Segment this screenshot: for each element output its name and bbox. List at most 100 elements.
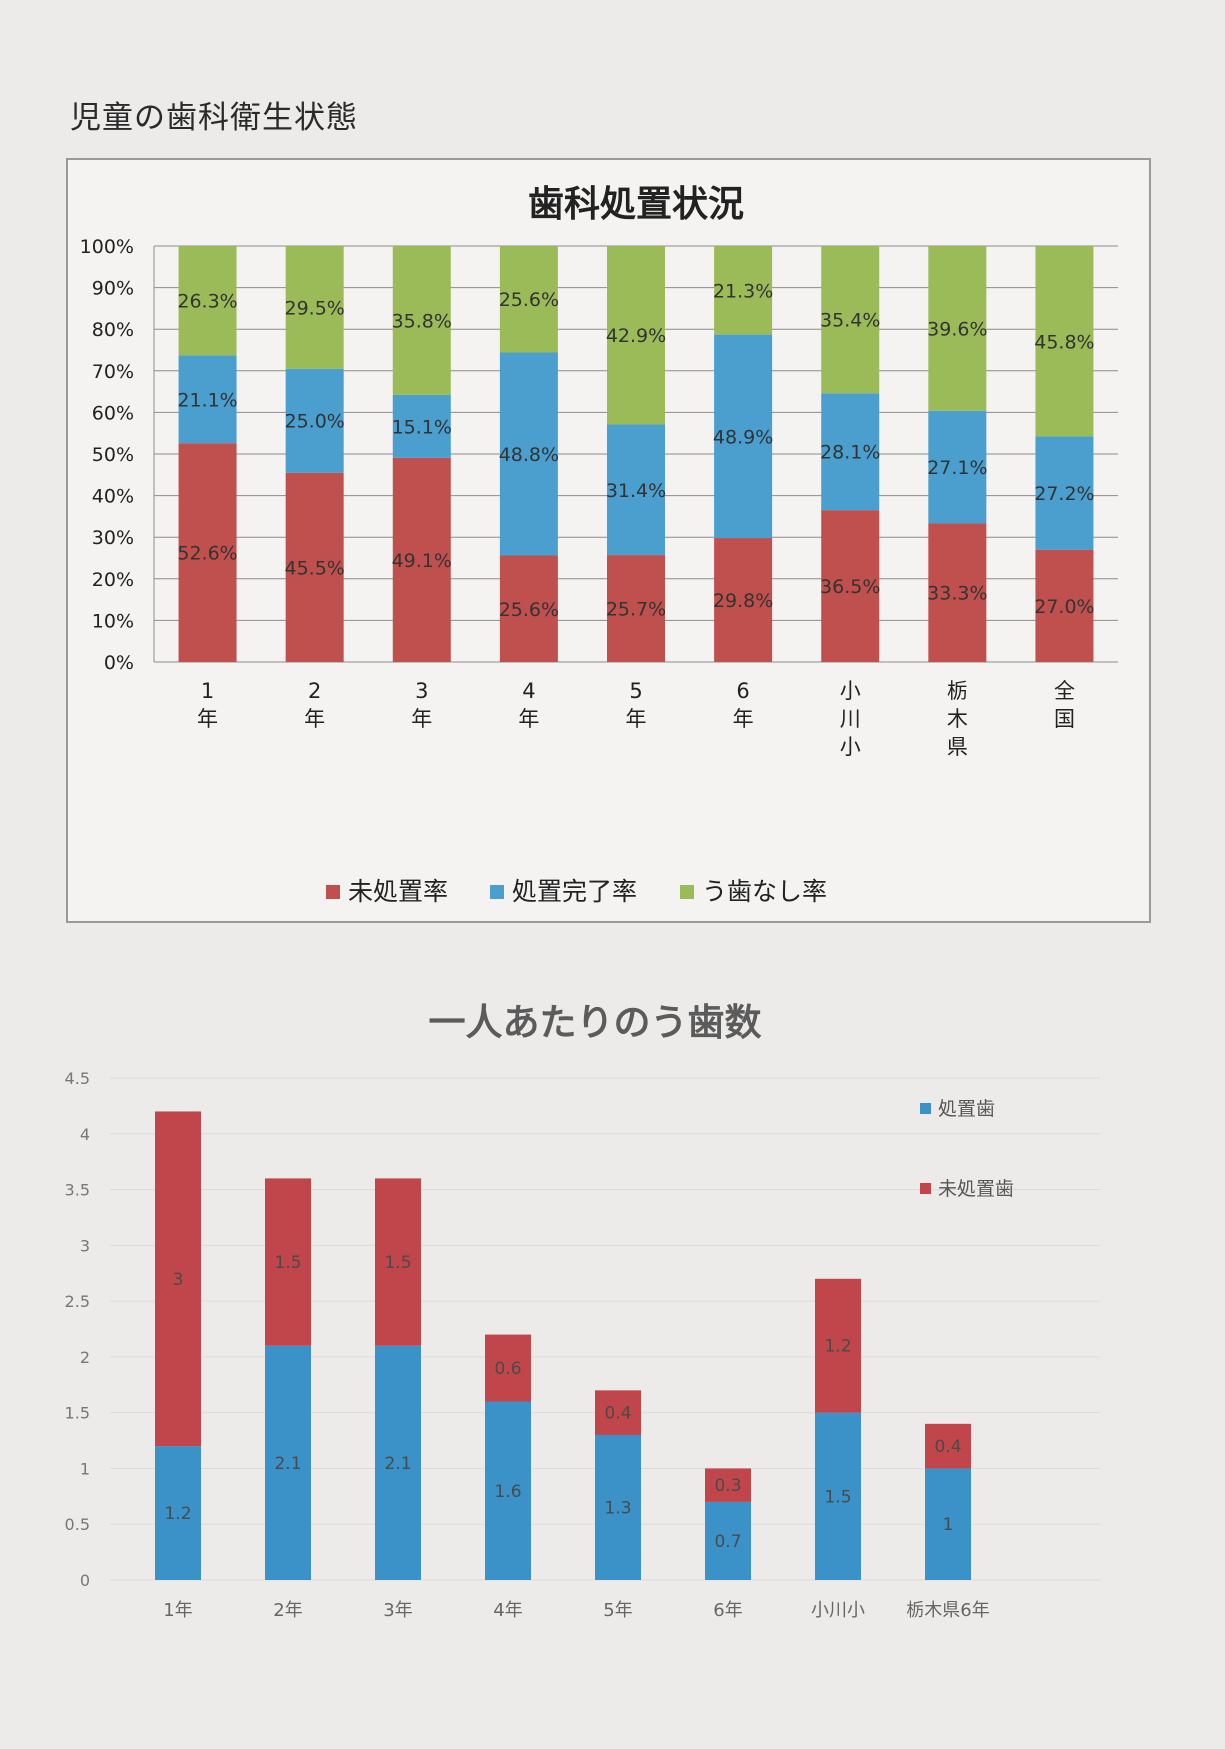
chart2-data-label: 0.3 — [714, 1476, 741, 1496]
chart1-x-tick-line: 年 — [733, 707, 754, 731]
chart2-data-label: 1.2 — [824, 1337, 851, 1357]
chart1-data-label: 45.5% — [284, 557, 344, 579]
chart2-data-label: 0.6 — [494, 1359, 521, 1379]
chart1-data-label: 27.1% — [927, 457, 987, 479]
chart1-bar-segment — [392, 457, 451, 662]
chart2-bar-segment — [485, 1334, 531, 1402]
chart2-x-tick-label: 1年 — [163, 1600, 192, 1621]
chart2-data-label: 0.4 — [934, 1437, 961, 1457]
chart1-bar-segment — [714, 334, 773, 539]
chart2-bar-segment — [705, 1468, 751, 1502]
chart2-legend-label: 未処置歯 — [938, 1178, 1014, 1200]
chart1-bar-segment — [714, 246, 773, 335]
chart2-bar-segment — [815, 1412, 861, 1580]
chart1-bar-segment — [928, 410, 987, 524]
chart1-x-tick-line: 年 — [626, 707, 647, 731]
chart1-y-tick-label: 70% — [92, 361, 134, 383]
chart1-data-label: 35.8% — [392, 310, 452, 332]
chart1-data-label: 36.5% — [820, 576, 880, 598]
chart1-bar-segment — [178, 443, 237, 662]
chart1-bar-segment — [821, 510, 880, 662]
chart2-x-tick-label: 4年 — [493, 1600, 522, 1621]
chart2-bar-segment — [925, 1468, 971, 1580]
chart1-y-tick-label: 0% — [104, 652, 134, 674]
chart1-x-tick-line: 木 — [947, 707, 968, 731]
chart1-data-label: 35.4% — [820, 310, 880, 332]
chart1-y-tick-label: 80% — [92, 319, 134, 341]
chart1-y-tick-label: 10% — [92, 610, 134, 632]
chart1-bar-segment — [928, 523, 987, 662]
chart2-bar-segment — [815, 1278, 861, 1413]
chart2-bar-segment — [375, 1345, 421, 1580]
chart2-y-tick-label: 0 — [80, 1571, 90, 1590]
chart2-data-label: 1.6 — [494, 1482, 521, 1502]
chart2-y-tick-label: 4 — [80, 1125, 90, 1144]
chart2-y-tick-label: 2.5 — [65, 1292, 90, 1311]
chart2-y-tick-label: 3.5 — [65, 1181, 90, 1200]
chart1-x-tick-line: 1 — [201, 679, 214, 703]
chart1-legend-swatch — [680, 885, 694, 899]
chart2-bar-segment — [155, 1446, 201, 1580]
chart1-x-tick-line: 年 — [518, 707, 539, 731]
chart1-bar-segment — [607, 555, 665, 662]
chart1-bar-segment — [285, 472, 344, 662]
chart2-bar-segment — [265, 1345, 311, 1580]
chart1-legend-swatch — [326, 885, 340, 899]
chart1-bar-segment — [499, 555, 558, 662]
chart1-data-label: 29.5% — [284, 297, 344, 319]
chart2-y-tick-label: 0.5 — [65, 1515, 90, 1534]
chart1-data-label: 25.6% — [499, 289, 559, 311]
chart2-data-label: 0.7 — [714, 1532, 741, 1552]
chart2-y-tick-label: 3 — [80, 1236, 90, 1255]
chart1-y-tick-label: 90% — [92, 278, 134, 300]
chart1-bar-segment — [821, 246, 880, 394]
chart2-x-tick-label: 小川小 — [811, 1600, 865, 1621]
chart1-legend-label: 処置完了率 — [512, 877, 637, 906]
chart1-x-tick-line: 国 — [1054, 707, 1075, 731]
chart1-x-tick-line: 年 — [197, 707, 218, 731]
caries-per-child-chart: 一人あたりのう歯数 0 0.5 1 1.5 2 2.5 3 3.5 4 4.5 1.2 3 1年 2.1 1.… — [60, 960, 1140, 1680]
chart1-bar-segment — [714, 538, 773, 662]
chart1-data-label: 21.1% — [177, 389, 237, 411]
chart2-bar-segment — [595, 1390, 641, 1435]
chart2-data-label: 1.5 — [274, 1253, 301, 1273]
chart2-data-label: 2.1 — [384, 1454, 411, 1474]
chart2-data-label: 1.5 — [384, 1253, 411, 1273]
chart2-bar-segment — [155, 1111, 201, 1447]
chart1-bar-segment — [821, 393, 880, 511]
chart1-data-label: 28.1% — [820, 442, 880, 464]
chart1-y-tick-label: 20% — [92, 569, 134, 591]
chart2-x-tick-label: 栃木県6年 — [906, 1600, 989, 1621]
chart2-data-label: 2.1 — [274, 1454, 301, 1474]
chart2-data-label: 1.5 — [824, 1487, 851, 1507]
chart1-data-label: 15.1% — [392, 416, 452, 438]
chart2-bar-segment — [265, 1178, 311, 1346]
chart1-bar-segment — [178, 355, 237, 444]
chart2-data-label: 0.4 — [604, 1404, 631, 1424]
chart1-x-tick-line: 5 — [629, 679, 642, 703]
chart1-bar-segment — [178, 246, 237, 356]
chart2-bar-segment — [485, 1401, 531, 1580]
chart1-x-tick-line: 川 — [840, 707, 861, 731]
chart2-legend-label: 処置歯 — [938, 1098, 995, 1120]
chart2-bar-segment — [705, 1501, 751, 1580]
chart1-data-label: 48.9% — [713, 426, 773, 448]
chart1-data-label: 26.3% — [177, 291, 237, 313]
chart1-x-tick-line: 2 — [308, 679, 321, 703]
chart1-data-label: 33.3% — [927, 583, 987, 605]
chart1-x-tick-label: 栃木県 — [947, 679, 968, 759]
chart2-data-label: 1.3 — [604, 1498, 631, 1518]
chart2-data-label: 1 — [943, 1515, 954, 1535]
chart1-data-label: 21.3% — [713, 280, 773, 302]
chart1-x-tick-line: 小 — [840, 679, 861, 703]
chart1-data-label: 29.8% — [713, 590, 773, 612]
chart1-y-tick-label: 60% — [92, 402, 134, 424]
chart1-x-tick-line: 4 — [522, 679, 535, 703]
chart1-x-tick-line: 全 — [1054, 679, 1075, 703]
chart1-data-label: 27.0% — [1034, 596, 1094, 618]
dental-treatment-chart: 歯科処置状況 0% 10% 20% 30% 40% 50% 60% 70% 80% 90% 100% 5… — [66, 158, 1151, 923]
